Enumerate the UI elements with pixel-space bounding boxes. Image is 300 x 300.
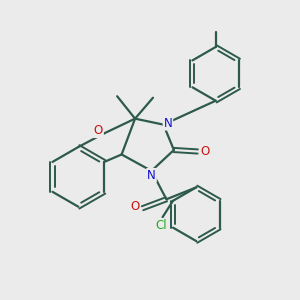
Text: N: N bbox=[164, 117, 172, 130]
Text: O: O bbox=[201, 145, 210, 158]
Text: N: N bbox=[147, 169, 156, 182]
Text: Cl: Cl bbox=[155, 219, 167, 232]
Text: O: O bbox=[94, 124, 103, 137]
Text: O: O bbox=[130, 200, 140, 213]
